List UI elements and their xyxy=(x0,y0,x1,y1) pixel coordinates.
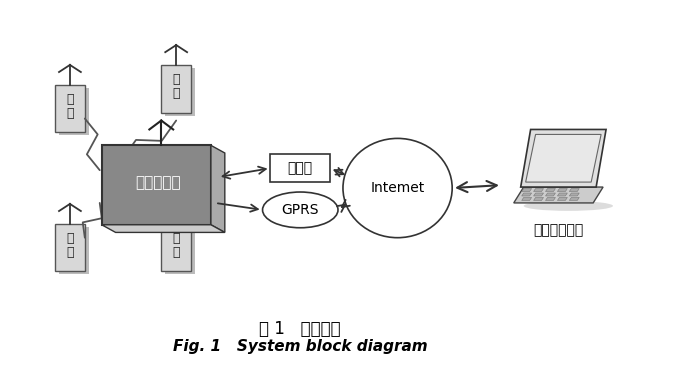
Polygon shape xyxy=(546,189,555,192)
Text: 节
点: 节 点 xyxy=(66,232,74,259)
Polygon shape xyxy=(522,193,531,196)
Text: GPRS: GPRS xyxy=(282,203,319,217)
Ellipse shape xyxy=(343,139,452,238)
Polygon shape xyxy=(533,193,544,196)
Polygon shape xyxy=(533,197,544,201)
Bar xyxy=(59,227,89,274)
Bar xyxy=(55,224,85,272)
Text: 图 1   系统框图: 图 1 系统框图 xyxy=(259,320,341,338)
Polygon shape xyxy=(569,197,580,201)
Polygon shape xyxy=(557,193,567,196)
Polygon shape xyxy=(569,189,580,192)
Polygon shape xyxy=(525,134,601,182)
Ellipse shape xyxy=(524,201,613,211)
Polygon shape xyxy=(514,187,603,203)
Polygon shape xyxy=(557,189,567,192)
Text: 以太网: 以太网 xyxy=(288,161,313,175)
Polygon shape xyxy=(102,225,225,232)
Bar xyxy=(165,68,195,116)
Text: 节
点: 节 点 xyxy=(173,73,180,100)
Polygon shape xyxy=(546,197,555,201)
Polygon shape xyxy=(546,193,555,196)
Bar xyxy=(165,227,195,274)
Text: 便携式基站: 便携式基站 xyxy=(135,176,181,191)
Bar xyxy=(271,154,330,182)
Bar xyxy=(59,88,89,135)
Bar xyxy=(102,146,211,225)
FancyArrowPatch shape xyxy=(337,200,350,212)
Polygon shape xyxy=(533,189,544,192)
Bar xyxy=(55,85,85,132)
FancyArrowPatch shape xyxy=(457,181,497,192)
Text: Fig. 1   System block diagram: Fig. 1 System block diagram xyxy=(173,340,428,354)
Polygon shape xyxy=(521,130,606,187)
Polygon shape xyxy=(569,193,580,196)
Bar xyxy=(161,224,191,272)
Text: 节
点: 节 点 xyxy=(173,232,180,259)
Bar xyxy=(161,65,191,113)
Polygon shape xyxy=(522,189,531,192)
Text: 节
点: 节 点 xyxy=(66,93,74,120)
Polygon shape xyxy=(522,197,531,201)
Ellipse shape xyxy=(263,192,338,228)
FancyArrowPatch shape xyxy=(334,168,343,177)
FancyArrowPatch shape xyxy=(218,203,258,212)
Text: Intemet: Intemet xyxy=(370,181,424,195)
Text: 远程控制中心: 远程控制中心 xyxy=(533,223,584,237)
Polygon shape xyxy=(557,197,567,201)
FancyArrowPatch shape xyxy=(223,166,266,178)
Polygon shape xyxy=(211,146,225,232)
